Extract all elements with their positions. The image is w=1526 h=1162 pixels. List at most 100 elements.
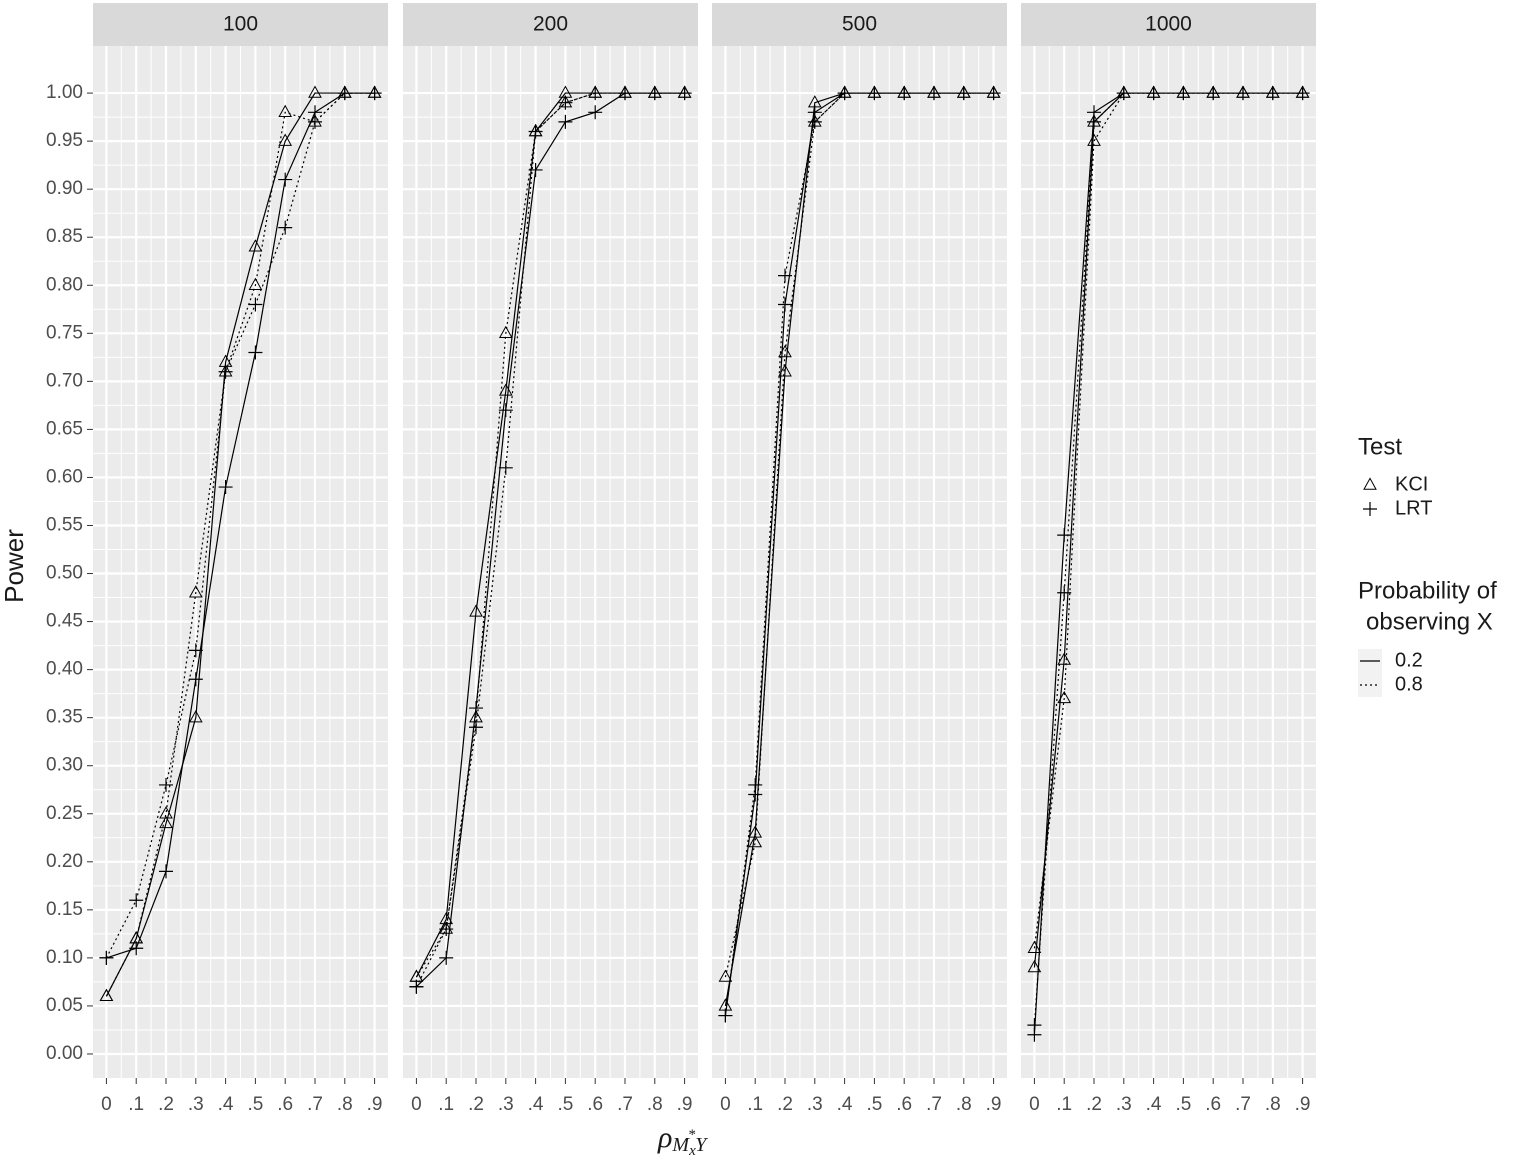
marker-plus (558, 114, 573, 129)
marker-triangle (248, 277, 263, 290)
x-tick-label: .6 (277, 1094, 293, 1115)
x-tick-label: .7 (1235, 1094, 1251, 1115)
marker-plus (1265, 86, 1280, 101)
x-tick-label: 0 (411, 1094, 422, 1115)
x-tick-label: .6 (587, 1094, 603, 1115)
marker-triangle (778, 364, 792, 377)
x-tick-label: .2 (468, 1094, 484, 1115)
marker-plus (718, 1008, 733, 1023)
x-tick-label: .2 (777, 1094, 793, 1115)
marker-plus (188, 643, 203, 658)
marker-plus (248, 297, 263, 312)
marker-plus (1116, 86, 1131, 101)
legend-label: LRT (1395, 497, 1432, 519)
panel-title: 200 (533, 13, 568, 36)
marker-triangle (1363, 477, 1377, 490)
marker-plus (807, 114, 822, 129)
x-tick-label: .9 (677, 1094, 693, 1115)
marker-plus (469, 720, 484, 735)
marker-plus (129, 893, 144, 908)
marker-plus (1176, 86, 1191, 101)
x-tick-label: .2 (158, 1094, 174, 1115)
y-tick-label: 0.85 (46, 226, 83, 247)
x-label-symbol: ρ (657, 1121, 672, 1154)
marker-triangle (278, 133, 293, 146)
y-tick-label: 0.55 (46, 515, 83, 536)
y-tick-label: 0.40 (46, 659, 83, 680)
y-axis-label: Power (0, 529, 29, 603)
marker-triangle (748, 825, 763, 838)
marker-triangle (748, 834, 763, 848)
marker-triangle (1027, 959, 1042, 973)
panel-strip (93, 3, 388, 46)
marker-plus (1057, 585, 1072, 600)
marker-plus (677, 86, 692, 101)
marker-plus (469, 701, 484, 716)
x-tick-label: .8 (1265, 1094, 1281, 1115)
y-tick-label: 0.80 (46, 274, 83, 295)
x-tick-label: .3 (188, 1094, 204, 1115)
marker-plus (159, 777, 174, 792)
marker-plus (159, 864, 174, 879)
series-line (105, 92, 375, 997)
marker-plus (307, 114, 322, 129)
marker-plus (498, 403, 513, 418)
panel-title: 500 (842, 13, 877, 36)
y-tick-label: 0.60 (46, 466, 83, 487)
series-line (724, 92, 994, 1016)
marker-triangle (1057, 652, 1072, 665)
marker-triangle (718, 969, 733, 982)
marker-plus (1363, 502, 1377, 516)
marker-plus (647, 86, 662, 101)
marker-plus (188, 672, 203, 687)
y-tick-label: 0.35 (46, 707, 83, 728)
marker-plus (367, 86, 382, 101)
legend-label: KCI (1395, 473, 1428, 495)
series-line (105, 92, 375, 997)
y-tick-label: 0.00 (46, 1043, 83, 1064)
x-tick-label: .7 (307, 1094, 323, 1115)
marker-plus (99, 950, 114, 965)
x-tick-label: .9 (367, 1094, 383, 1115)
x-label-tail: Y (695, 1134, 708, 1156)
y-tick-label: 0.45 (46, 611, 83, 632)
marker-plus (528, 124, 543, 139)
x-tick-label: .8 (956, 1094, 972, 1115)
y-tick-label: 0.20 (46, 851, 83, 872)
marker-plus (588, 86, 603, 101)
marker-plus (439, 950, 454, 965)
legend-title: Test (1358, 433, 1402, 460)
marker-plus (1027, 1018, 1042, 1033)
x-label-sup: * (688, 1127, 696, 1143)
legend-title: Probability of (1358, 577, 1497, 604)
x-tick-label: 0 (101, 1094, 112, 1115)
y-tick-label: 0.65 (46, 418, 83, 439)
marker-plus (1295, 86, 1310, 101)
panel-strip (712, 3, 1007, 46)
y-tick-label: 0.75 (46, 322, 83, 343)
x-label-subsub: x (688, 1143, 696, 1159)
marker-plus (588, 105, 603, 120)
marker-plus (1146, 86, 1161, 101)
marker-plus (778, 268, 793, 283)
panel-strip (403, 3, 698, 46)
marker-plus (498, 460, 513, 475)
x-tick-label: .1 (1056, 1094, 1072, 1115)
panel-title: 1000 (1145, 13, 1192, 36)
legend-label: 0.8 (1395, 673, 1423, 695)
x-tick-label: .3 (1116, 1094, 1132, 1115)
x-tick-label: .5 (1175, 1094, 1191, 1115)
x-label-sub: M (671, 1134, 690, 1156)
x-tick-label: .4 (1146, 1094, 1162, 1115)
legend-label: 0.2 (1395, 649, 1423, 671)
x-tick-label: .7 (617, 1094, 633, 1115)
x-tick-label: .2 (1086, 1094, 1102, 1115)
x-tick-label: .3 (807, 1094, 823, 1115)
marker-plus (748, 777, 763, 792)
marker-triangle (498, 325, 513, 339)
marker-triangle (159, 806, 173, 819)
series-line (106, 92, 375, 959)
marker-triangle (159, 815, 173, 829)
marker-plus (1087, 114, 1102, 129)
